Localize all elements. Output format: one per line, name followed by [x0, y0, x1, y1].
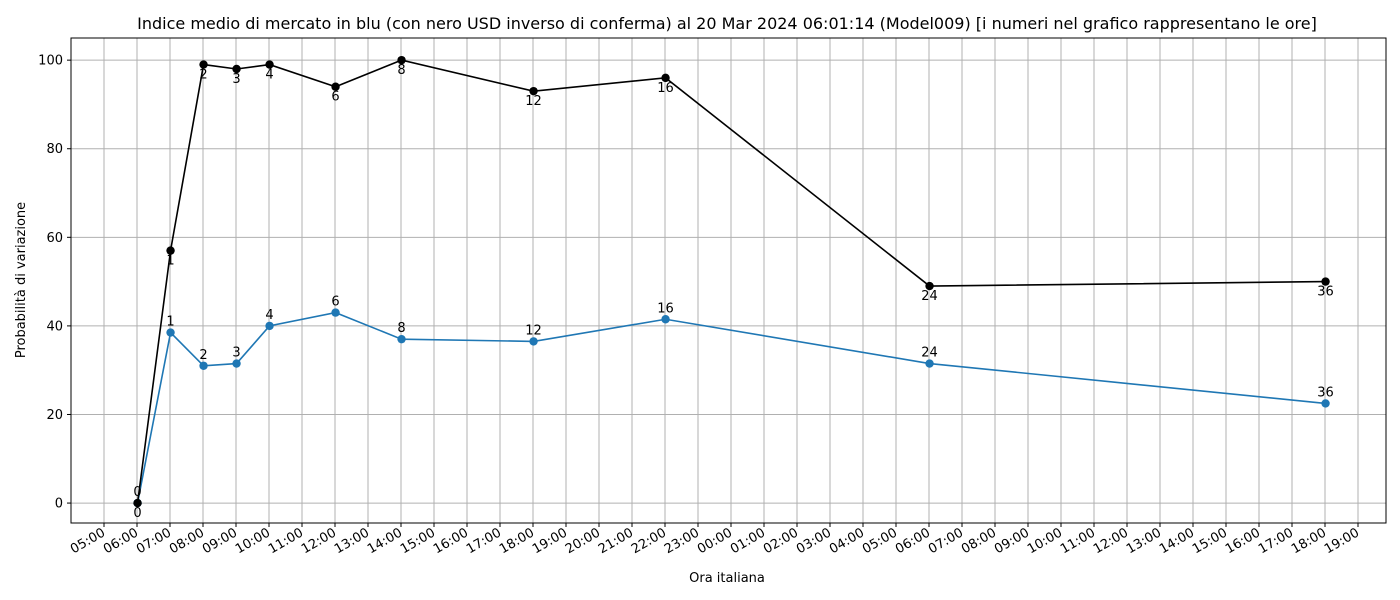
- data-point: [529, 337, 538, 346]
- data-point: [199, 60, 208, 69]
- data-point: [232, 64, 241, 74]
- data-label: 1: [166, 254, 174, 269]
- data-label: 8: [397, 321, 405, 336]
- x-tick-label: 10:00: [1025, 525, 1065, 557]
- x-tick-label: 08:00: [959, 525, 999, 557]
- series-line: [136, 59, 1326, 504]
- y-tick-label: 40: [46, 319, 63, 334]
- data-label: 24: [921, 289, 938, 304]
- data-label: 36: [1317, 285, 1334, 300]
- data-point: [397, 55, 406, 65]
- data-label: 4: [265, 308, 273, 323]
- x-tick-label: 15:00: [1190, 525, 1230, 557]
- x-tick-label: 18:00: [1289, 525, 1329, 557]
- y-axis-label: Probabilità di variazione: [14, 202, 29, 358]
- data-label: 3: [232, 346, 240, 361]
- data-label: 2: [199, 348, 207, 363]
- data-label: 0: [133, 506, 141, 521]
- x-tick-label: 02:00: [761, 525, 801, 557]
- data-label: 6: [331, 295, 339, 310]
- x-tick-label: 07:00: [134, 525, 174, 557]
- plot-frame: [70, 37, 1387, 524]
- x-tick-label: 18:00: [497, 525, 537, 557]
- x-tick-label: 14:00: [365, 525, 405, 557]
- data-label: 1: [166, 315, 174, 330]
- data-point: [199, 361, 208, 370]
- x-tick-label: 09:00: [200, 525, 240, 557]
- x-tick-label: 07:00: [926, 525, 966, 557]
- x-tick-label: 19:00: [530, 525, 570, 557]
- x-tick-label: 12:00: [299, 525, 339, 557]
- x-tick-label: 22:00: [629, 525, 669, 557]
- data-point: [925, 281, 934, 291]
- x-tick-label: 01:00: [728, 525, 768, 557]
- data-label: 2: [199, 68, 207, 83]
- data-label: 12: [525, 94, 542, 109]
- x-tick-label: 15:00: [398, 525, 438, 557]
- y-tick-label: 60: [46, 231, 63, 246]
- data-label: 4: [265, 68, 273, 83]
- data-label: 0: [133, 485, 141, 500]
- grid: [71, 38, 1386, 523]
- x-tick-label: 08:00: [167, 525, 207, 557]
- x-tick-label: 23:00: [662, 525, 702, 557]
- data-point: [1321, 399, 1330, 408]
- x-tick-label: 17:00: [1256, 525, 1296, 557]
- x-tick-label: 05:00: [860, 525, 900, 557]
- data-point: [265, 321, 274, 331]
- data-point: [331, 82, 340, 91]
- y-tick-label: 0: [55, 497, 63, 512]
- x-tick-label: 12:00: [1091, 525, 1131, 557]
- data-point: [661, 73, 670, 83]
- data-point: [529, 86, 538, 96]
- x-tick-label: 14:00: [1157, 525, 1197, 557]
- y-tick-label: 20: [46, 408, 63, 423]
- data-label: 3: [232, 72, 240, 87]
- x-tick-label: 19:00: [1322, 525, 1362, 557]
- y-tick-label: 80: [46, 142, 63, 157]
- x-tick-label: 06:00: [893, 525, 933, 557]
- x-tick-label: 00:00: [695, 525, 735, 557]
- data-point: [133, 498, 142, 508]
- y-tick-label: 100: [38, 54, 63, 69]
- data-point: [925, 359, 934, 368]
- data-point: [661, 315, 670, 324]
- data-point: [166, 328, 175, 337]
- x-tick-label: 16:00: [1223, 525, 1263, 557]
- x-tick-label: 10:00: [233, 525, 273, 557]
- x-axis-ticks: 05:0006:0007:0008:0009:0010:0011:0012:00…: [68, 523, 1362, 557]
- data-label: 12: [525, 323, 542, 338]
- x-tick-label: 06:00: [101, 525, 141, 557]
- data-point: [265, 60, 274, 69]
- x-tick-label: 03:00: [794, 525, 834, 557]
- y-axis-ticks: 0 20 40 60 80 100: [38, 54, 71, 512]
- data-point: [1321, 277, 1330, 286]
- x-tick-label: 21:00: [596, 525, 636, 557]
- data-label: 8: [397, 63, 405, 78]
- chart-title: Indice medio di mercato in blu (con nero…: [137, 14, 1317, 33]
- series-line: [136, 311, 1326, 504]
- x-tick-label: 05:00: [68, 525, 108, 557]
- x-tick-label: 20:00: [563, 525, 603, 557]
- x-tick-label: 13:00: [332, 525, 372, 557]
- data-point: [331, 308, 340, 317]
- x-axis-label: Ora italiana: [689, 571, 765, 586]
- x-tick-label: 16:00: [431, 525, 471, 557]
- x-tick-label: 17:00: [464, 525, 504, 557]
- data-point: [232, 359, 241, 368]
- data-point: [166, 246, 175, 255]
- data-point: [397, 334, 406, 344]
- x-tick-label: 09:00: [992, 525, 1032, 557]
- x-tick-label: 04:00: [827, 525, 867, 557]
- data-label: 16: [657, 301, 674, 316]
- data-label: 16: [657, 81, 674, 96]
- x-tick-label: 11:00: [1058, 525, 1098, 557]
- data-label: 6: [331, 90, 339, 105]
- x-tick-label: 13:00: [1124, 525, 1164, 557]
- x-tick-label: 11:00: [266, 525, 306, 557]
- data-label: 24: [921, 346, 938, 361]
- data-label: 36: [1317, 385, 1334, 400]
